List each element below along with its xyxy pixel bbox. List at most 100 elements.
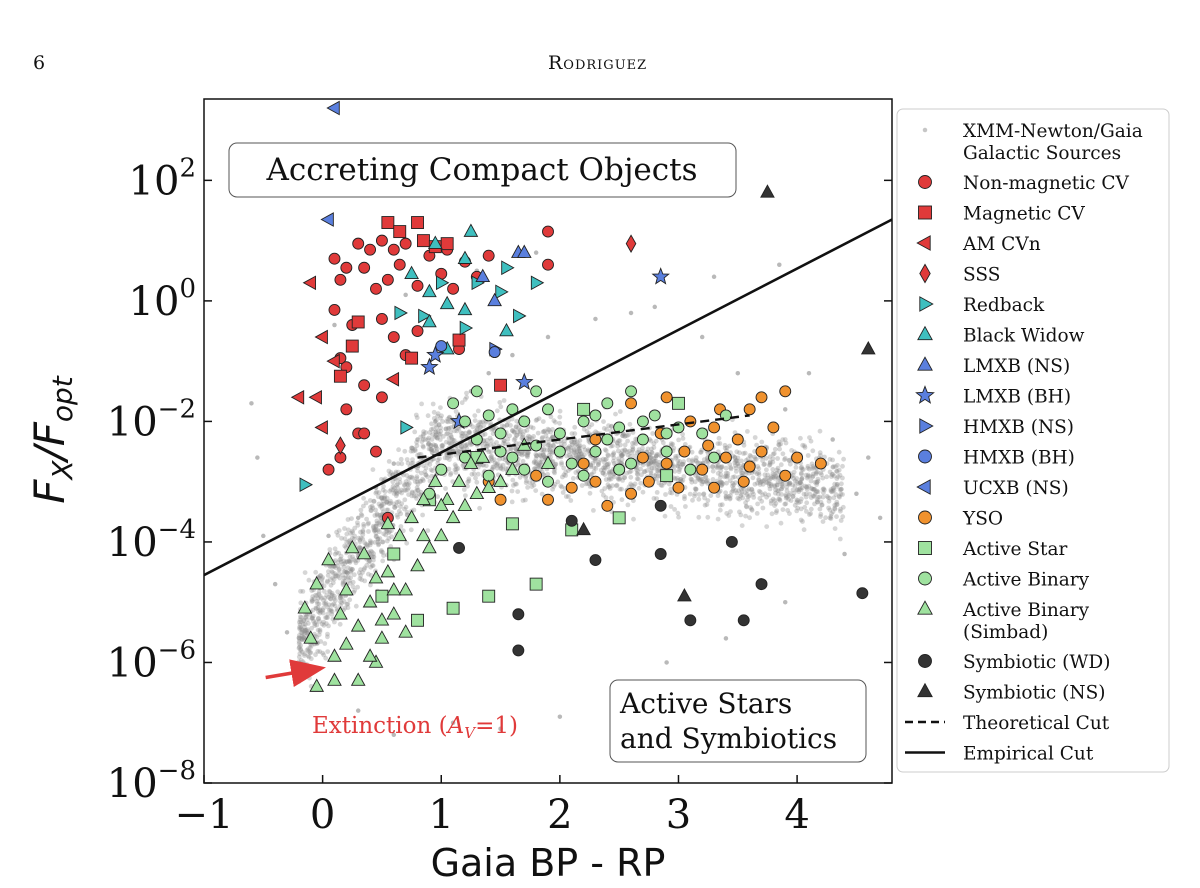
background-source-point xyxy=(434,446,440,452)
y-tick-label: 10−4 xyxy=(107,515,196,566)
background-source-point xyxy=(741,451,746,456)
background-source-point xyxy=(518,427,523,433)
legend-marker xyxy=(919,296,934,312)
background-source-point xyxy=(827,457,833,462)
background-source-point xyxy=(437,437,443,442)
background-source-point xyxy=(340,582,346,588)
background-source-point xyxy=(717,475,723,480)
background-source-point xyxy=(314,593,320,598)
background-source-point xyxy=(831,464,836,470)
background-source-point xyxy=(353,560,359,566)
background-source-point xyxy=(790,494,796,499)
background-source-point xyxy=(513,424,519,430)
background-source-point xyxy=(654,453,659,459)
background-source-point xyxy=(447,415,452,421)
background-source-point xyxy=(768,498,774,504)
background-source-point xyxy=(327,547,333,552)
background-source-point xyxy=(655,462,661,467)
background-source-point xyxy=(376,494,381,500)
background-source-point xyxy=(785,494,790,500)
background-source-point xyxy=(653,458,659,464)
background-source-point xyxy=(827,507,833,513)
background-source-point xyxy=(812,479,818,485)
background-source-point xyxy=(790,487,796,493)
non-magnetic-cv-point xyxy=(322,463,335,476)
x-tick-label: 4 xyxy=(784,792,809,838)
background-source-point xyxy=(483,441,488,446)
background-source-point xyxy=(334,529,339,535)
background-source-point xyxy=(326,569,331,574)
background-source-point xyxy=(421,463,426,468)
lmxb-bh-point xyxy=(420,357,439,376)
background-source-point xyxy=(339,535,344,541)
background-source-point xyxy=(399,501,405,506)
background-source-point xyxy=(593,456,599,462)
background-source-point xyxy=(800,519,805,524)
background-source-point xyxy=(297,626,303,632)
background-source-point xyxy=(752,456,758,462)
black-widow-point xyxy=(427,235,443,249)
background-source-point xyxy=(340,572,346,578)
background-source-point xyxy=(651,445,657,450)
background-source-point xyxy=(840,475,845,481)
background-source-point xyxy=(619,453,625,459)
background-source-point xyxy=(425,413,431,419)
background-source-point xyxy=(569,439,575,445)
background-source-point xyxy=(353,603,359,609)
background-source-point xyxy=(672,507,677,512)
background-source-point xyxy=(818,470,824,476)
background-source-point xyxy=(358,567,363,572)
legend-marker xyxy=(918,175,932,189)
background-source-point xyxy=(635,468,641,474)
background-source-point xyxy=(446,435,452,441)
background-source-point xyxy=(547,449,553,455)
background-source-point xyxy=(605,482,611,488)
background-source-point xyxy=(322,589,327,594)
background-source-point xyxy=(652,460,657,466)
background-source-point xyxy=(427,462,433,467)
background-source-point xyxy=(680,431,685,437)
background-source-point xyxy=(345,574,351,580)
background-source-point xyxy=(518,431,523,437)
background-source-point xyxy=(831,473,837,479)
background-source-point xyxy=(794,479,800,485)
background-source-point xyxy=(346,558,352,564)
background-source-point xyxy=(404,481,410,487)
background-source-point xyxy=(531,460,537,465)
background-source-point xyxy=(379,495,385,500)
background-points xyxy=(296,390,846,689)
background-source-point xyxy=(296,635,302,641)
background-source-point xyxy=(377,513,382,518)
background-source-point xyxy=(814,469,820,475)
x-tick-label: −1 xyxy=(175,792,234,838)
magnetic-cv-point xyxy=(494,378,508,392)
background-source-point xyxy=(418,489,424,495)
background-source-point xyxy=(405,482,411,488)
background-source-point xyxy=(307,649,313,655)
background-source-point xyxy=(382,494,388,499)
background-source-point xyxy=(429,449,435,454)
background-source-point xyxy=(819,502,825,508)
background-source-point xyxy=(346,527,351,533)
background-source-point xyxy=(502,441,508,447)
background-source-point xyxy=(625,502,631,508)
background-source-point xyxy=(374,521,380,526)
background-source-point xyxy=(673,454,678,459)
redback-point xyxy=(418,308,432,324)
background-source-point xyxy=(345,517,351,522)
legend-label: LMXB (NS) xyxy=(963,356,1070,377)
background-source-point xyxy=(414,443,420,449)
background-source-point xyxy=(337,595,343,601)
background-source-point xyxy=(512,446,518,451)
background-source-point xyxy=(537,453,543,458)
yso-point xyxy=(779,469,792,482)
background-source-point xyxy=(817,506,823,512)
background-source-point xyxy=(460,463,466,468)
background-source-point xyxy=(796,489,802,494)
lmxb-bh-point xyxy=(426,345,445,363)
active-binary-point xyxy=(542,403,554,416)
background-source-point xyxy=(475,423,480,429)
background-source-point xyxy=(630,444,635,450)
background-source-point xyxy=(715,493,721,499)
background-source-point xyxy=(696,514,702,520)
